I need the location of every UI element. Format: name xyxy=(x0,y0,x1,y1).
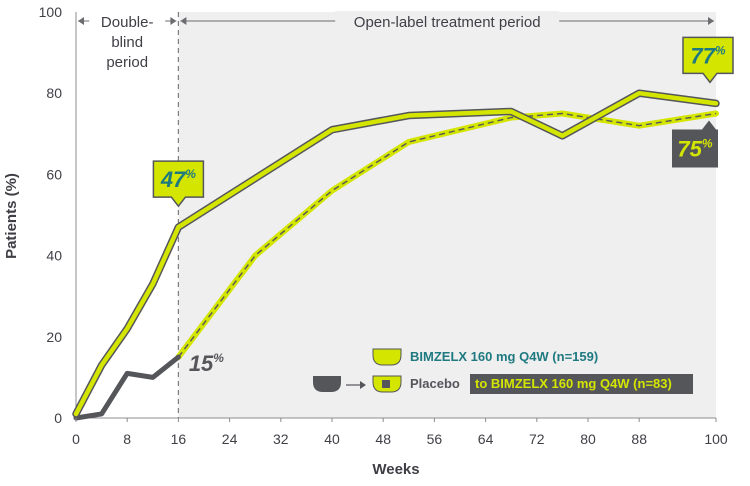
x-tick-label: 0 xyxy=(72,431,80,447)
x-tick-label: 32 xyxy=(273,431,289,447)
y-axis-title: Patients (%) xyxy=(3,173,20,259)
callout-value: 75% xyxy=(677,137,712,162)
series-bimzelx-line xyxy=(73,90,719,417)
x-tick-label: 64 xyxy=(478,431,494,447)
callout-box xyxy=(672,120,718,168)
legend-label-bimzelx: BIMZELX 160 mg Q4W (n=159) xyxy=(410,349,598,364)
legend-marker xyxy=(382,380,390,388)
y-tick-label: 40 xyxy=(46,248,62,264)
legend-label-placebo-to-bimzelx: to BIMZELX 160 mg Q4W (n=83) xyxy=(475,376,672,391)
series-placebo-to-bimzelx-dash xyxy=(177,112,717,358)
y-tick-label: 20 xyxy=(46,329,62,345)
callout-box xyxy=(682,36,734,84)
double-blind-label-bg xyxy=(89,11,166,69)
legend-arrow-head xyxy=(360,381,366,389)
y-tick-label: 80 xyxy=(46,85,62,101)
x-tick-label: 56 xyxy=(427,431,443,447)
x-tick-label: 40 xyxy=(324,431,340,447)
double-blind-bracket-arrow-right xyxy=(170,17,177,25)
series-placebo xyxy=(73,354,181,421)
callout-75: 75% xyxy=(672,120,718,168)
x-tick-label: 8 xyxy=(123,431,131,447)
legend-swatch-bimzelx xyxy=(372,348,402,366)
series-bimzelx xyxy=(72,89,720,418)
open-label-label: Open-label treatment period xyxy=(354,14,541,31)
y-tick-label: 60 xyxy=(46,166,62,182)
callout-77: 77% xyxy=(682,36,734,84)
legend-label-placebo: Placebo xyxy=(410,376,460,391)
x-axis-title: Weeks xyxy=(372,461,419,478)
callout-value: 77% xyxy=(690,43,725,68)
callout-value: 47% xyxy=(160,167,196,192)
callout-15: 15% xyxy=(189,351,224,376)
legend-label-highlight xyxy=(470,374,693,394)
double-blind-label-line: blind xyxy=(111,34,143,51)
series-placebo-to-bimzelx xyxy=(175,110,719,361)
legend-swatch-placebo xyxy=(313,376,341,392)
open-label-bracket-arrow-right xyxy=(708,17,714,25)
x-tick-label: 100 xyxy=(704,431,728,447)
x-tick-label: 80 xyxy=(580,431,596,447)
callout-47: 47% xyxy=(152,160,205,208)
y-tick-label: 100 xyxy=(39,4,63,20)
x-tick-label: 72 xyxy=(529,431,545,447)
x-tick-label: 88 xyxy=(631,431,647,447)
open-label-region xyxy=(178,12,716,418)
x-tick-label: 48 xyxy=(375,431,391,447)
open-label-bracket-arrow-left xyxy=(180,17,187,25)
x-tick-label: 24 xyxy=(222,431,238,447)
series-placebo-line xyxy=(73,354,181,421)
y-tick-label: 0 xyxy=(54,410,62,426)
double-blind-label-line: Double- xyxy=(101,14,154,31)
x-tick-label: 16 xyxy=(171,431,187,447)
double-blind-label-line: period xyxy=(106,54,148,71)
open-label-label-bg xyxy=(335,11,560,31)
double-blind-bracket-arrow-left xyxy=(78,17,84,25)
callout-box xyxy=(152,160,205,208)
